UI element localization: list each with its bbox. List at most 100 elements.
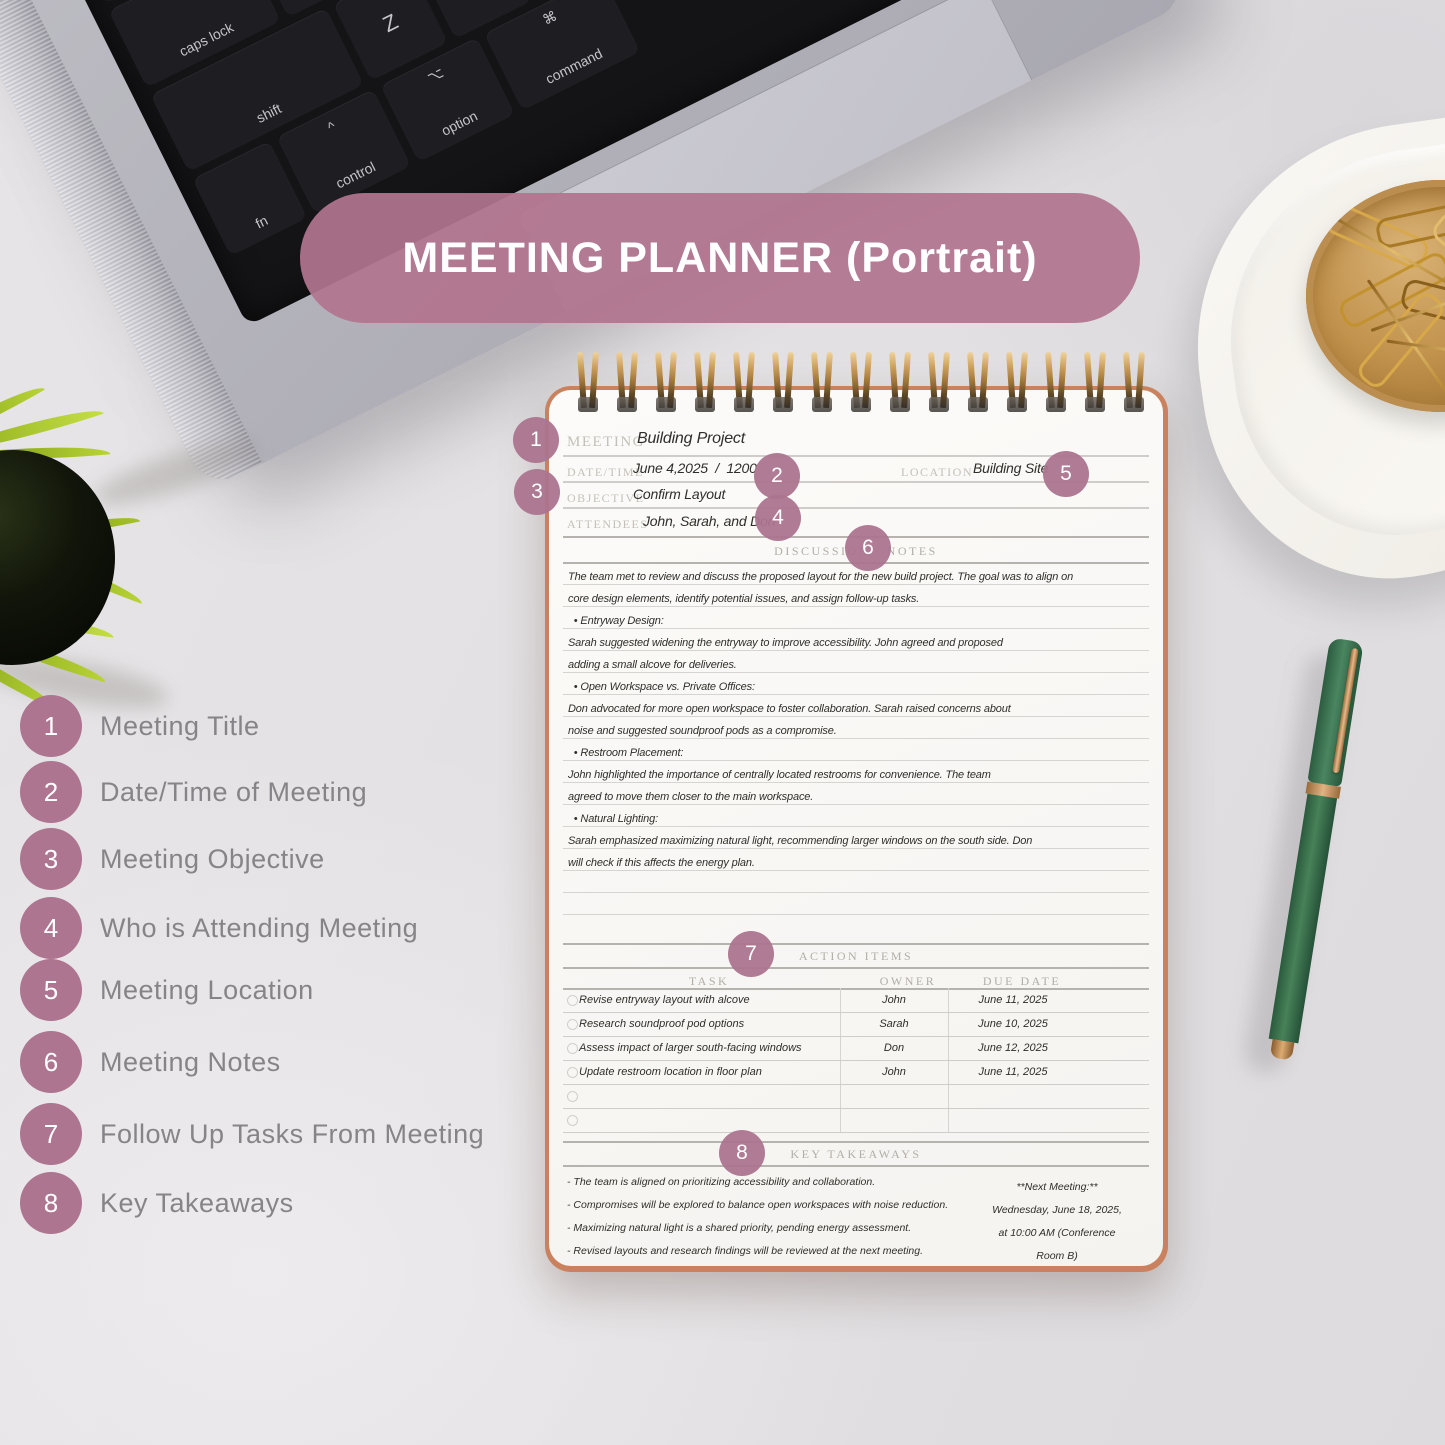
task-checkbox — [567, 1091, 578, 1102]
title-banner: MEETING PLANNER (Portrait) — [300, 193, 1140, 323]
plant — [0, 376, 262, 720]
owner-cell: John — [882, 994, 906, 1006]
column-header-owner: OWNER — [879, 974, 937, 988]
field-value-datetime: June 4,2025 / 1200 — [633, 460, 757, 476]
binding-hole — [968, 397, 988, 412]
table-line — [563, 1108, 1149, 1109]
pen-clip — [1332, 647, 1359, 774]
table-row: Revise entryway layout with alcove John … — [563, 988, 1149, 1012]
section-divider — [563, 943, 1149, 945]
legend-label-2: Date/Time of Meeting — [100, 776, 368, 807]
callout-8: 8 — [719, 1130, 765, 1176]
field-value-location: Building Site — [973, 460, 1049, 476]
legend-number-5: 5 — [20, 959, 82, 1021]
planner-page: MEETING Building Project DATE/TIME June … — [549, 390, 1163, 1266]
legend-label-6: Meeting Notes — [100, 1046, 281, 1077]
field-label-attendees: ATTENDEES — [567, 517, 649, 531]
binding-hole — [617, 397, 637, 412]
binding-hole — [578, 397, 598, 412]
table-line — [563, 1012, 1149, 1013]
due-date-cell: June 11, 2025 — [978, 1066, 1048, 1078]
spiral-loop — [849, 352, 873, 414]
binding-hole — [1124, 397, 1144, 412]
plant-leaf — [0, 376, 46, 455]
table-row — [563, 1084, 1149, 1108]
legend-label-3: Meeting Objective — [100, 843, 325, 874]
spiral-loop — [810, 352, 834, 414]
legend-item-5: 5 Meeting Location — [20, 959, 314, 1021]
binding-hole — [851, 397, 871, 412]
task-checkbox — [567, 1019, 578, 1030]
due-date-cell: June 11, 2025 — [978, 994, 1048, 1006]
field-label-location: LOCATION — [901, 465, 973, 479]
callout-6: 6 — [845, 525, 891, 571]
table-line — [563, 988, 1149, 990]
callout-2: 2 — [754, 453, 800, 499]
spiral-loop — [654, 352, 678, 414]
paper-clip — [1374, 196, 1445, 250]
takeaways-header: KEY TAKEAWAYS — [790, 1147, 922, 1161]
key-command: ⌘ command — [484, 0, 641, 111]
task-cell: Assess impact of larger south-facing win… — [579, 1042, 802, 1054]
spiral-loop — [732, 352, 756, 414]
legend-number-1: 1 — [20, 695, 82, 757]
spiral-loop — [576, 352, 600, 414]
spiral-loop — [771, 352, 795, 414]
task-checkbox — [567, 995, 578, 1006]
owner-cell: Sarah — [879, 1018, 909, 1030]
field-label-objective: OBJECTIVE — [567, 491, 645, 505]
pen — [1241, 637, 1436, 1090]
due-date-cell: June 10, 2025 — [978, 1018, 1048, 1030]
legend-item-2: 2 Date/Time of Meeting — [20, 761, 367, 823]
task-cell: Update restroom location in floor plan — [579, 1066, 762, 1078]
table-line — [563, 1084, 1149, 1085]
binding-hole — [812, 397, 832, 412]
legend-label-1: Meeting Title — [100, 710, 260, 741]
owner-cell: John — [882, 1066, 906, 1078]
legend-item-6: 6 Meeting Notes — [20, 1031, 281, 1093]
table-row: Assess impact of larger south-facing win… — [563, 1036, 1149, 1060]
binding-hole — [1085, 397, 1105, 412]
legend-number-8: 8 — [20, 1172, 82, 1234]
table-row — [563, 1108, 1149, 1132]
field-value-meeting: Building Project — [637, 430, 745, 447]
legend-number-3: 3 — [20, 828, 82, 890]
notepad-backing-board: MEETING Building Project DATE/TIME June … — [545, 386, 1168, 1272]
legend-number-6: 6 — [20, 1031, 82, 1093]
callout-1: 1 — [513, 417, 559, 463]
binding-hole — [656, 397, 676, 412]
task-checkbox — [567, 1115, 578, 1126]
due-date-cell: June 12, 2025 — [978, 1042, 1048, 1054]
field-value-objective: Confirm Layout — [633, 486, 726, 502]
table-line — [563, 1060, 1149, 1061]
column-header-due-date: DUE DATE — [982, 974, 1062, 988]
legend-label-4: Who is Attending Meeting — [100, 912, 419, 943]
table-line — [563, 1036, 1149, 1037]
legend-item-4: 4 Who is Attending Meeting — [20, 897, 418, 959]
task-cell: Revise entryway layout with alcove — [579, 994, 750, 1006]
ruled-line — [563, 455, 1149, 457]
spiral-loop — [1083, 352, 1107, 414]
notes-ruled-area: The team met to review and discuss the p… — [563, 563, 1149, 920]
legend-number-4: 4 — [20, 897, 82, 959]
section-divider — [563, 1141, 1149, 1143]
pen-tip — [1269, 1039, 1295, 1061]
spiral-loop — [966, 352, 990, 414]
callout-4: 4 — [755, 495, 801, 541]
legend-item-3: 3 Meeting Objective — [20, 828, 325, 890]
spiral-loop — [1005, 352, 1029, 414]
legend-number-7: 7 — [20, 1103, 82, 1165]
field-label-meeting: MEETING — [567, 434, 645, 450]
callout-5: 5 — [1043, 451, 1089, 497]
field-label-datetime: DATE/TIME — [567, 465, 644, 479]
action-items-header: ACTION ITEMS — [798, 949, 914, 963]
task-cell: Research soundproof pod options — [579, 1018, 745, 1030]
spiral-loop — [888, 352, 912, 414]
legend-item-1: 1 Meeting Title — [20, 695, 260, 757]
task-checkbox — [567, 1067, 578, 1078]
task-checkbox — [567, 1043, 578, 1054]
table-line — [563, 1132, 1149, 1133]
next-meeting-note: **Next Meeting:** Wednesday, June 18, 20… — [992, 1181, 1122, 1262]
binding-hole — [1046, 397, 1066, 412]
